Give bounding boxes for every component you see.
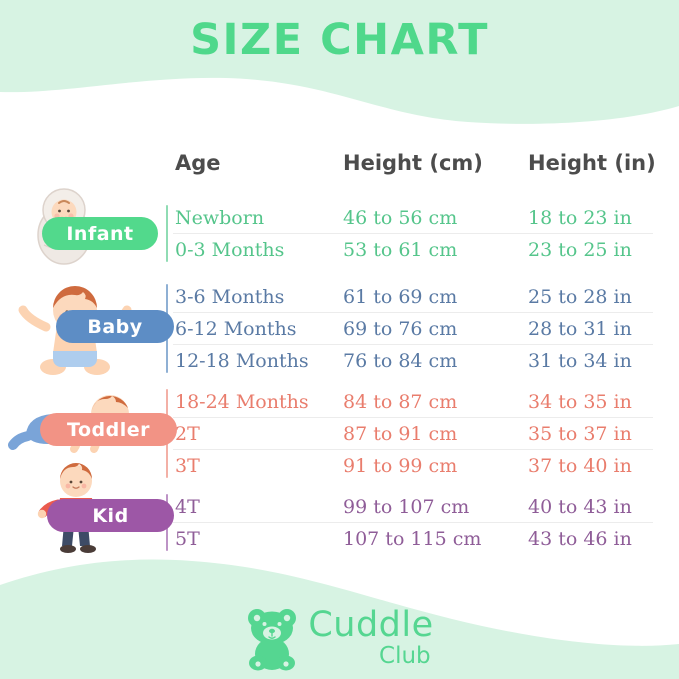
- row-divider: [173, 449, 653, 450]
- height-cm-cell: 53 to 61 cm: [343, 238, 458, 261]
- group-pill-toddler: Toddler: [40, 413, 177, 446]
- age-cell: 6-12 Months: [175, 317, 297, 340]
- size-group-baby: 3-6 Months 61 to 69 cm 25 to 28 in 6-12 Mon…: [0, 281, 679, 376]
- group-separator-line: [166, 205, 168, 262]
- table-header: Age Height (cm) Height (in): [0, 151, 679, 175]
- column-header-height-cm: Height (cm): [343, 151, 483, 175]
- height-in-cell: 35 to 37 in: [528, 422, 632, 445]
- row-divider: [173, 312, 653, 313]
- height-cm-cell: 76 to 84 cm: [343, 349, 458, 372]
- age-cell: 3T: [175, 454, 200, 477]
- table-row: 5T 107 to 115 cm 43 to 46 in: [0, 523, 679, 554]
- age-cell: 12-18 Months: [175, 349, 309, 372]
- height-in-cell: 40 to 43 in: [528, 495, 632, 518]
- table-row: 0-3 Months 53 to 61 cm 23 to 25 in: [0, 234, 679, 265]
- group-pill-kid: Kid: [47, 499, 174, 532]
- brand-text: Cuddle Club: [308, 605, 434, 669]
- height-in-cell: 31 to 34 in: [528, 349, 632, 372]
- age-cell: 2T: [175, 422, 200, 445]
- table-row: 6-12 Months 69 to 76 cm 28 to 31 in: [0, 313, 679, 344]
- size-group-infant: Newborn 46 to 56 cm 18 to 23 in 0-3 Months 5…: [0, 202, 679, 265]
- page-title: SIZE CHART: [190, 15, 489, 65]
- teddy-bear-icon: [245, 607, 299, 671]
- column-header-height-in: Height (in): [528, 151, 656, 175]
- height-in-cell: 43 to 46 in: [528, 527, 632, 550]
- row-divider: [173, 233, 653, 234]
- height-in-cell: 23 to 25 in: [528, 238, 632, 261]
- row-divider: [173, 522, 653, 523]
- group-label: Kid: [92, 504, 129, 527]
- group-label: Infant: [66, 222, 134, 245]
- table-row: 2T 87 to 91 cm 35 to 37 in: [0, 418, 679, 449]
- height-cm-cell: 87 to 91 cm: [343, 422, 458, 445]
- table-row: Newborn 46 to 56 cm 18 to 23 in: [0, 202, 679, 233]
- height-cm-cell: 107 to 115 cm: [343, 527, 482, 550]
- group-pill-baby: Baby: [56, 310, 174, 343]
- group-pill-infant: Infant: [42, 217, 158, 250]
- table-row: 4T 99 to 107 cm 40 to 43 in: [0, 491, 679, 522]
- row-divider: [173, 417, 653, 418]
- table-row: 12-18 Months 76 to 84 cm 31 to 34 in: [0, 345, 679, 376]
- age-cell: 3-6 Months: [175, 285, 285, 308]
- height-in-cell: 28 to 31 in: [528, 317, 632, 340]
- height-cm-cell: 99 to 107 cm: [343, 495, 470, 518]
- height-in-cell: 25 to 28 in: [528, 285, 632, 308]
- age-cell: 5T: [175, 527, 200, 550]
- height-in-cell: 37 to 40 in: [528, 454, 632, 477]
- age-cell: 0-3 Months: [175, 238, 285, 261]
- height-cm-cell: 91 to 99 cm: [343, 454, 458, 477]
- group-label: Toddler: [67, 418, 150, 441]
- brand-name: Cuddle: [308, 605, 434, 645]
- age-cell: 4T: [175, 495, 200, 518]
- height-cm-cell: 69 to 76 cm: [343, 317, 458, 340]
- height-cm-cell: 61 to 69 cm: [343, 285, 458, 308]
- group-label: Baby: [87, 315, 143, 338]
- size-group-toddler: 18-24 Months 84 to 87 cm 34 to 35 in 2T 87 t…: [0, 386, 679, 481]
- height-cm-cell: 46 to 56 cm: [343, 206, 458, 229]
- size-group-kid: 4T 99 to 107 cm 40 to 43 in 5T 107 to 115 cm…: [0, 491, 679, 554]
- age-cell: 18-24 Months: [175, 390, 309, 413]
- height-in-cell: 18 to 23 in: [528, 206, 632, 229]
- brand-subname: Club: [379, 643, 431, 669]
- column-header-age: Age: [175, 151, 221, 175]
- table-row: 18-24 Months 84 to 87 cm 34 to 35 in: [0, 386, 679, 417]
- row-divider: [173, 344, 653, 345]
- height-cm-cell: 84 to 87 cm: [343, 390, 458, 413]
- age-cell: Newborn: [175, 206, 265, 229]
- height-in-cell: 34 to 35 in: [528, 390, 632, 413]
- table-row: 3-6 Months 61 to 69 cm 25 to 28 in: [0, 281, 679, 312]
- brand-logo: Cuddle Club: [0, 607, 679, 671]
- table-row: 3T 91 to 99 cm 37 to 40 in: [0, 450, 679, 481]
